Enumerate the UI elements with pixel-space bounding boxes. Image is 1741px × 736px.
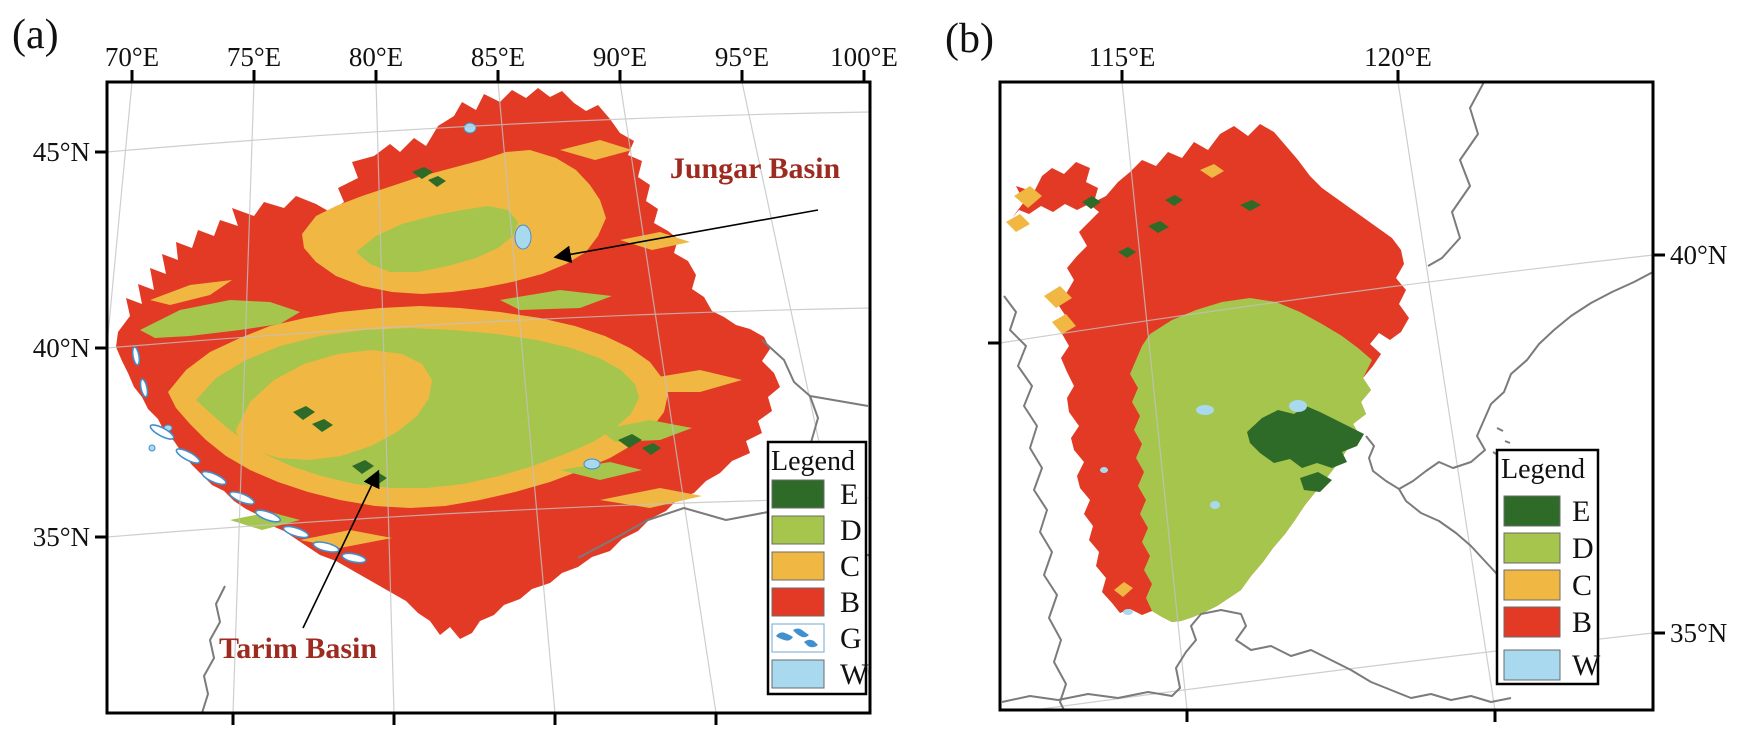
- tarim-basin-arrow: [302, 469, 380, 629]
- lat-label: 40°N: [1670, 240, 1727, 270]
- lat-label: 35°N: [33, 522, 90, 552]
- glacier-traces-layer: [131, 346, 367, 564]
- jungar-basin-label: Jungar Basin: [670, 152, 841, 185]
- legend-a-label-b: B: [840, 586, 860, 619]
- legend-b: Legend E D C B W: [1495, 448, 1601, 686]
- lat-label: 45°N: [33, 137, 90, 167]
- panel-a: (a): [12, 12, 898, 725]
- lon-label: 75°E: [227, 42, 281, 72]
- lon-label: 85°E: [471, 42, 525, 72]
- legend-a-swatch-c: [771, 551, 825, 581]
- panel-b-map-content: [1000, 82, 1653, 710]
- legend-a-swatch-b: [771, 587, 825, 617]
- lat-label: 35°N: [1670, 618, 1727, 648]
- lon-label: 70°E: [105, 42, 159, 72]
- legend-b-swatch-d: [1503, 532, 1561, 564]
- legend-a-swatch-g: [771, 623, 825, 653]
- panel-a-ticks: [95, 70, 866, 725]
- legend-b-label-e: E: [1572, 495, 1590, 528]
- legend-b-swatch-b: [1503, 606, 1561, 638]
- panel-a-frame: [105, 80, 872, 715]
- region-xinjiang: [116, 88, 780, 639]
- lon-label: 100°E: [830, 42, 898, 72]
- tarim-basin-label: Tarim Basin: [219, 632, 377, 665]
- panel-a-axis-labels: 70°E 75°E 80°E 85°E 90°E 95°E 100°E 45°N…: [33, 42, 898, 552]
- legend-a-swatch-d: [771, 515, 825, 545]
- panel-b: (b): [945, 16, 1727, 722]
- soil-class-c-patches: [1006, 164, 1224, 597]
- legend-a-title: Legend: [771, 446, 855, 477]
- legend-b-title: Legend: [1501, 454, 1585, 485]
- lat-label: 40°N: [33, 333, 90, 363]
- legend-b-swatch-c: [1503, 569, 1561, 601]
- panel-a-map-content: [107, 82, 870, 713]
- legend-a-label-g: G: [840, 622, 862, 655]
- soil-class-e-specks: [293, 167, 661, 485]
- legend-a-label-e: E: [840, 478, 858, 511]
- legend-b-swatch-e: [1503, 495, 1561, 527]
- legend-a-swatch-w: [771, 659, 825, 689]
- lon-label: 115°E: [1089, 42, 1156, 72]
- lakes-layer: [148, 122, 601, 470]
- lon-label: 120°E: [1364, 42, 1432, 72]
- legend-b-label-c: C: [1572, 569, 1592, 602]
- region-north-china: [1006, 124, 1409, 622]
- lon-label: 95°E: [715, 42, 769, 72]
- panel-b-ticks: [988, 70, 1665, 722]
- legend-a: Legend E D C B G W: [766, 440, 869, 696]
- lakes-layer-b: [1100, 400, 1307, 615]
- legend-b-label-w: W: [1572, 649, 1601, 682]
- soil-class-e-patches: [1082, 195, 1364, 492]
- jungar-basin-arrow: [553, 209, 819, 264]
- legend-b-label-d: D: [1572, 532, 1594, 565]
- taklamakan-desert-patch: [236, 350, 432, 460]
- legend-a-label-c: C: [840, 550, 860, 583]
- lon-label: 90°E: [593, 42, 647, 72]
- legend-b-box: [1495, 448, 1600, 686]
- lon-label: 80°E: [349, 42, 403, 72]
- legend-b-label-b: B: [1572, 606, 1592, 639]
- legend-b-swatch-w: [1503, 649, 1561, 681]
- boundaries-b: [1001, 82, 1653, 710]
- legend-a-label-d: D: [840, 514, 862, 547]
- panel-b-letter: (b): [945, 16, 994, 62]
- legend-a-label-w: W: [840, 658, 869, 691]
- panel-b-axis-labels: 115°E 120°E 40°N 35°N: [1089, 42, 1728, 648]
- panel-b-frame: [998, 80, 1655, 712]
- panel-a-letter: (a): [12, 12, 59, 58]
- legend-a-swatch-e: [771, 479, 825, 509]
- soil-class-d-region: [1130, 298, 1372, 622]
